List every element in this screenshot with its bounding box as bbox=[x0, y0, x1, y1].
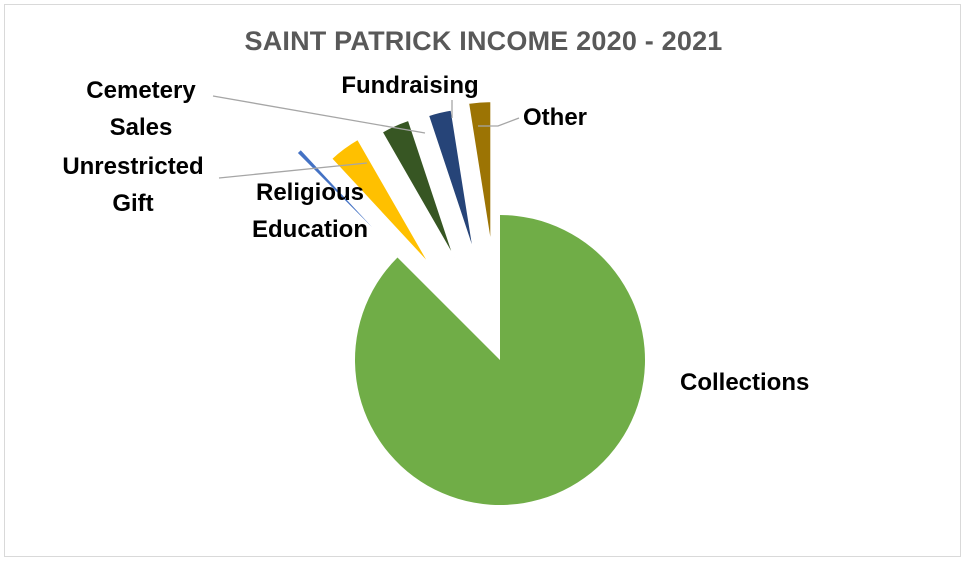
pie-slice-cemetery-sales bbox=[380, 119, 455, 259]
leader-line-unrestricted-gift bbox=[218, 162, 368, 179]
data-label-cemetery-sales: Cemetery Sales bbox=[86, 77, 196, 141]
data-label-collections: Collections bbox=[680, 369, 809, 396]
leader-line-cemetery-sales bbox=[212, 95, 426, 134]
leader-line-other bbox=[478, 117, 520, 127]
data-label-fundraising: Fundraising bbox=[341, 72, 478, 99]
pie-slice-other bbox=[467, 100, 492, 247]
pie-slice-fundraising bbox=[427, 109, 475, 254]
chart-title: SAINT PATRICK INCOME 2020 - 2021 bbox=[244, 26, 723, 56]
pie-slice-religious-education bbox=[330, 138, 431, 266]
pie-slice-collections bbox=[354, 215, 645, 505]
data-label-religious-education: Religious Education bbox=[252, 179, 368, 243]
data-label-unrestricted-gift: Unrestricted Gift bbox=[62, 153, 203, 217]
pie-slice-unrestricted-gift bbox=[295, 148, 400, 257]
data-label-other: Other bbox=[523, 104, 587, 131]
